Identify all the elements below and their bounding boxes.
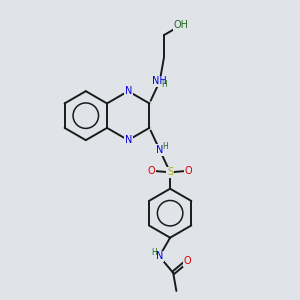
Text: N: N	[156, 251, 163, 261]
Text: H: H	[151, 248, 157, 257]
Text: O: O	[148, 166, 155, 176]
Text: N: N	[124, 86, 132, 96]
Text: H: H	[162, 142, 168, 151]
Text: OH: OH	[174, 20, 189, 30]
Text: N: N	[124, 135, 132, 145]
Text: NH: NH	[152, 76, 167, 86]
Text: S: S	[167, 167, 173, 177]
Text: N: N	[156, 145, 164, 155]
Text: O: O	[185, 166, 192, 176]
Text: H: H	[162, 80, 167, 89]
Text: O: O	[183, 256, 191, 266]
